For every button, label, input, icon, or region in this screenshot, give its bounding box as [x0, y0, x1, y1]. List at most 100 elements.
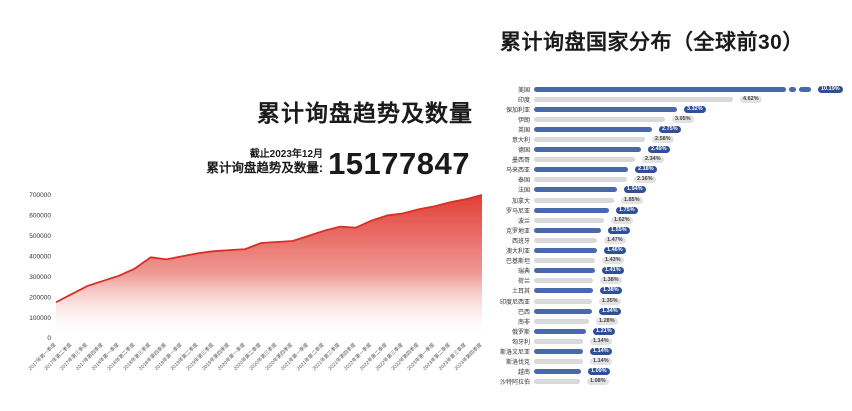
x-axis-tick-label: 2017年第三季度 — [58, 341, 88, 371]
y-axis-tick-label: 400000 — [29, 253, 51, 260]
y-axis-tick-label: 200000 — [29, 294, 51, 301]
value-badge: 1.75% — [616, 206, 638, 214]
bar-track: 4.62% — [534, 95, 850, 103]
country-label: 印度 — [517, 97, 530, 104]
country-label: 意大利 — [511, 138, 530, 145]
country-label: 德国 — [517, 148, 530, 155]
country-bar-row: 俄罗斯 1.21% — [488, 326, 850, 336]
country-label: 匈牙利 — [511, 339, 530, 346]
bar-segment — [534, 258, 595, 264]
x-axis-tick-label: 2022年第三季度 — [374, 341, 404, 371]
bar-track: 1.47% — [534, 236, 850, 244]
bar-track: 1.38% — [534, 287, 850, 295]
x-axis-tick-label: 2021年第一季度 — [279, 341, 309, 371]
bar-segment — [534, 359, 583, 365]
bar-track: 1.94% — [534, 186, 850, 194]
bar-segment — [534, 126, 652, 132]
country-label: 斯洛伐克 — [505, 360, 530, 367]
country-label: 罗马尼亚 — [505, 208, 530, 215]
bar-track: 2.16% — [534, 176, 850, 184]
value-badge: 2.34% — [642, 156, 664, 164]
bar-segment — [799, 86, 811, 92]
country-label: 沙特阿拉伯 — [499, 380, 530, 387]
bar-segment — [534, 248, 597, 254]
bar-segment — [534, 217, 604, 223]
country-label: 英国 — [517, 127, 530, 134]
country-bar-row: 印度 4.62% — [488, 94, 850, 104]
bar-segment — [534, 187, 617, 193]
x-axis-tick-label: 2020年第一季度 — [216, 341, 246, 371]
x-axis-tick-label: 2019年第四季度 — [200, 341, 230, 371]
country-bar-row: 斯洛伐克 1.14% — [488, 357, 850, 367]
x-axis-tick-label: 2023年第三季度 — [437, 341, 467, 371]
bar-track: 1.41% — [534, 267, 850, 275]
bar-track: 1.34% — [534, 307, 850, 315]
country-label: 俄罗斯 — [511, 329, 530, 336]
value-badge: 2.18% — [635, 166, 657, 174]
x-axis-tick-label: 2018年第一季度 — [90, 341, 120, 371]
value-badge: 2.16% — [634, 176, 656, 184]
country-label: 波兰 — [517, 218, 530, 225]
country-bar-row: 瑞典 1.41% — [488, 266, 850, 276]
bar-track: 1.38% — [534, 277, 850, 285]
country-bar-row: 匈牙利 1.14% — [488, 336, 850, 346]
bar-segment — [534, 298, 592, 304]
bar-segment — [534, 197, 614, 203]
bar-track: 2.49% — [534, 146, 850, 154]
bar-segment — [534, 338, 583, 344]
x-axis-tick-label: 2017年第一季度 — [27, 341, 57, 371]
y-axis-tick-label: 500000 — [29, 233, 51, 240]
country-bar-row: 美国 10.19% — [488, 84, 850, 94]
value-badge: 1.34% — [599, 307, 621, 315]
bar-segment — [534, 116, 665, 122]
x-axis-tick-label: 2017年第四季度 — [74, 341, 104, 371]
value-badge: 1.62% — [611, 216, 633, 224]
value-badge: 1.38% — [600, 277, 622, 285]
bar-track: 1.14% — [534, 337, 850, 345]
y-axis-tick-label: 600000 — [29, 213, 51, 220]
country-bar-row: 沙特阿拉伯 1.08% — [488, 377, 850, 387]
country-bar-row: 法国 1.94% — [488, 185, 850, 195]
y-axis-tick-label: 100000 — [29, 315, 51, 322]
x-axis-tick-label: 2019年第二季度 — [169, 341, 199, 371]
bar-track: 3.32% — [534, 105, 850, 113]
bar-track: 1.14% — [534, 347, 850, 355]
value-badge: 1.35% — [599, 297, 621, 305]
bar-track: 1.55% — [534, 226, 850, 234]
value-badge: 1.08% — [587, 378, 609, 386]
country-bar-row: 马来西亚 2.18% — [488, 165, 850, 175]
country-bar-row: 罗马尼亚 1.75% — [488, 205, 850, 215]
country-label: 巴西 — [517, 309, 530, 316]
country-bar-row: 斯洛文尼亚 1.14% — [488, 346, 850, 356]
x-axis-tick-label: 2018年第四季度 — [137, 341, 167, 371]
value-badge: 1.09% — [588, 368, 610, 376]
total-summary: 截止2023年12月 累计询盘趋势及数量: 15177847 — [150, 148, 470, 180]
bar-segment — [534, 86, 786, 92]
bar-track: 1.08% — [534, 378, 850, 386]
value-badge: 1.47% — [604, 236, 626, 244]
trend-area-chart: 0 100000 200000 300000 400000 500000 600000 700… — [4, 186, 490, 408]
country-label: 荷兰 — [517, 279, 530, 286]
left-chart-title: 累计询盘趋势及数量 — [257, 100, 473, 126]
country-bar-row: 南非 1.28% — [488, 316, 850, 326]
bar-track: 1.21% — [534, 327, 850, 335]
country-bar-row: 越南 1.09% — [488, 367, 850, 377]
bar-segment — [534, 379, 580, 385]
x-axis-tick-label: 2021年第四季度 — [327, 341, 357, 371]
value-badge: 2.58% — [652, 136, 674, 144]
country-label: 墨西哥 — [511, 158, 530, 165]
country-bar-row: 德国 2.49% — [488, 145, 850, 155]
country-bar-row: 澳大利亚 1.46% — [488, 246, 850, 256]
country-label: 西班牙 — [511, 238, 530, 245]
value-badge: 1.85% — [621, 196, 643, 204]
value-badge: 3.05% — [672, 115, 694, 123]
country-label: 南非 — [517, 319, 530, 326]
x-axis-tick-label: 2022年第四季度 — [390, 341, 420, 371]
value-badge: 3.32% — [684, 105, 706, 113]
country-bar-row: 荷兰 1.38% — [488, 276, 850, 286]
bar-segment — [534, 157, 635, 163]
x-axis-tick-label: 2017年第二季度 — [43, 341, 73, 371]
country-bar-row: 加拿大 1.85% — [488, 195, 850, 205]
x-axis-tick-label: 2022年第二季度 — [358, 341, 388, 371]
